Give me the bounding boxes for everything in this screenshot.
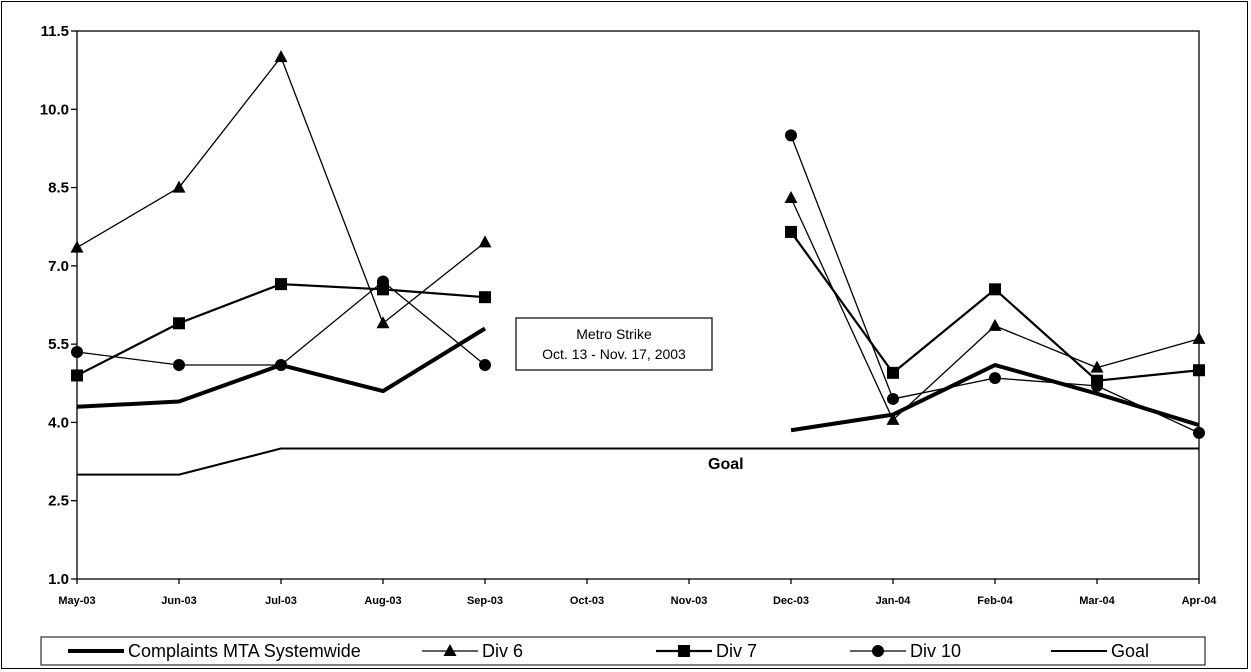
series-goal: [77, 447, 1199, 476]
series-line: [76, 280, 486, 366]
series-line: [790, 197, 1200, 421]
x-tick-label: May-03: [58, 595, 95, 607]
x-tick-label: Jan-04: [876, 595, 912, 607]
y-tick-label: 2.5: [48, 493, 69, 510]
data-point: [479, 291, 491, 304]
data-point: [784, 191, 798, 204]
x-tick-label: Apr-04: [1182, 595, 1218, 607]
data-point: [70, 240, 84, 253]
data-point: [71, 369, 83, 382]
data-point: [989, 372, 1001, 385]
legend-marker: [678, 645, 690, 657]
series-line: [790, 231, 1200, 382]
y-tick-label: 4.0: [48, 414, 69, 431]
data-point: [478, 235, 492, 248]
data-point: [988, 318, 1002, 331]
strike-annotation: Metro Strike Oct. 13 - Nov. 17, 2003: [515, 317, 713, 371]
legend-label: Div 10: [910, 641, 961, 661]
data-point: [275, 359, 287, 372]
legend-item-complaints-mta-systemwide: Complaints MTA Systemwide: [68, 641, 361, 661]
axes: [71, 30, 1200, 584]
data-point: [275, 278, 287, 291]
y-tick-label: 7.0: [48, 258, 69, 275]
series-div-10: [71, 129, 1205, 439]
legend-box: [40, 636, 1206, 666]
data-point: [274, 50, 288, 63]
strike-annotation-line-1: Metro Strike: [576, 326, 652, 342]
x-tick-label: Aug-03: [364, 595, 401, 607]
y-tick-label: 10.0: [40, 101, 69, 118]
data-point: [173, 359, 185, 372]
legend-label: Div 7: [716, 641, 757, 661]
legend-item-div-10: Div 10: [850, 641, 961, 661]
data-point: [172, 180, 186, 193]
plot-area-border: [76, 30, 1200, 580]
data-point: [886, 412, 900, 425]
data-point: [887, 392, 899, 405]
legend-marker: [872, 645, 884, 657]
data-point: [173, 317, 185, 330]
legend-item-div-7: Div 7: [656, 641, 757, 661]
y-tick-label: 1.0: [48, 571, 69, 588]
series-div-6: [70, 50, 1206, 425]
legend-label: Complaints MTA Systemwide: [128, 641, 361, 661]
series-line: [790, 363, 1200, 433]
data-point: [887, 366, 899, 379]
data-point: [1091, 379, 1103, 392]
data-point: [1090, 360, 1104, 373]
series-line: [77, 447, 1199, 476]
data-point: [376, 316, 390, 329]
series-layer: [70, 50, 1206, 476]
x-tick-label: Mar-04: [1079, 595, 1115, 607]
strike-annotation-line-2: Oct. 13 - Nov. 17, 2003: [542, 346, 686, 362]
legend-item-goal: Goal: [1051, 641, 1149, 661]
legend-marker: [443, 644, 457, 656]
y-tick-label: 8.5: [48, 180, 69, 197]
legend: Complaints MTA Systemwide Div 6 Div 7 Div 1…: [40, 636, 1206, 666]
x-tick-label: Nov-03: [671, 595, 708, 607]
y-tick-label: 11.5: [41, 23, 69, 40]
series-div-7: [71, 225, 1205, 387]
legend-item-div-6: Div 6: [422, 641, 523, 661]
goal-annotation: Goal: [708, 456, 744, 473]
data-point: [785, 129, 797, 142]
x-tick-label: Dec-03: [773, 595, 809, 607]
data-point: [785, 225, 797, 238]
legend-label: Div 6: [482, 641, 523, 661]
y-tick-label: 5.5: [48, 336, 69, 353]
x-tick-label: Sep-03: [467, 595, 503, 607]
data-point: [377, 275, 389, 288]
x-tick-label: Jul-03: [265, 595, 297, 607]
data-point: [989, 283, 1001, 296]
data-point: [1192, 331, 1206, 344]
legend-label: Goal: [1111, 641, 1149, 661]
x-tick-label: Feb-04: [977, 595, 1013, 607]
x-tick-label: Jun-03: [161, 595, 196, 607]
y-tick-labels: 1.0 2.5 4.0 5.5 7.0 8.5 10.0 11.5: [40, 23, 69, 588]
data-point: [479, 359, 491, 372]
x-tick-label: Oct-03: [570, 595, 604, 607]
x-tick-labels: May-03 Jun-03 Jul-03 Aug-03 Sep-03 Oct-03 Nov-…: [58, 595, 1217, 607]
strike-annotation-box: [515, 317, 713, 371]
data-point: [1193, 364, 1205, 377]
data-point: [1193, 426, 1205, 439]
data-point: [71, 345, 83, 358]
